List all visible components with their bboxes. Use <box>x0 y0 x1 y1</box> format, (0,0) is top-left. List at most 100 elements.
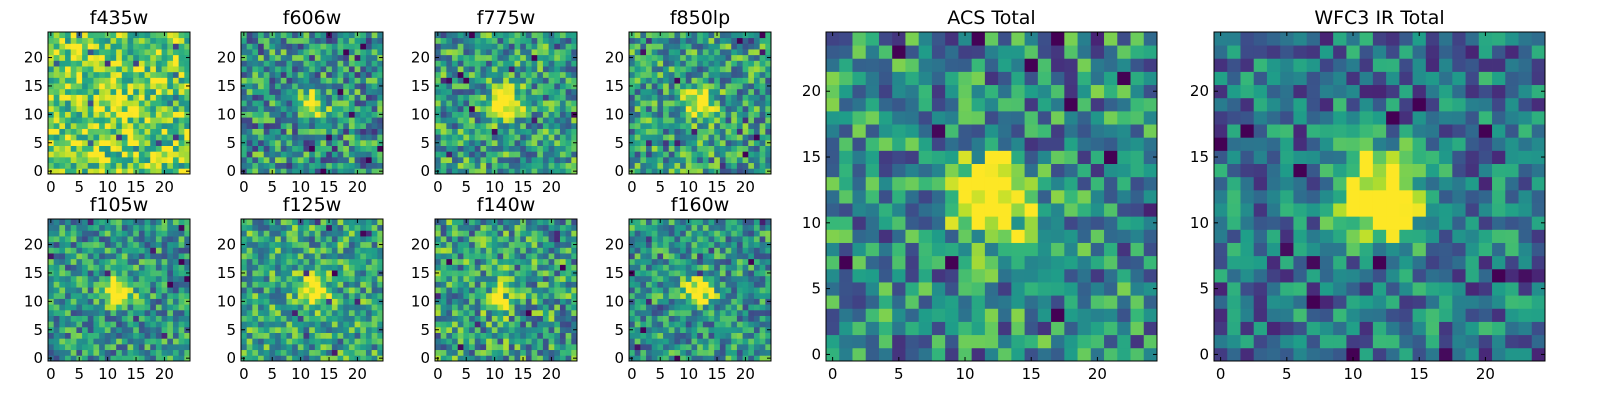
heatmap-cell <box>110 134 117 141</box>
heatmap-cell <box>314 151 321 158</box>
heatmap-cell <box>252 270 259 277</box>
heatmap-cell <box>70 275 77 282</box>
heatmap-cell <box>99 270 106 277</box>
heatmap-cell <box>104 83 111 90</box>
heatmap-cell <box>497 145 504 152</box>
heatmap-cell <box>520 241 527 248</box>
heatmap-cell <box>657 77 664 84</box>
heatmap-cell <box>144 287 151 294</box>
heatmap-cell <box>99 292 106 299</box>
heatmap-cell <box>435 156 442 164</box>
heatmap-cell <box>440 338 447 345</box>
heatmap-cell <box>360 151 367 158</box>
heatmap-cell <box>337 60 344 67</box>
heatmap-cell <box>753 281 761 288</box>
heatmap-cell <box>525 83 532 90</box>
heatmap-cell <box>331 105 338 112</box>
heatmap-cell <box>309 224 316 231</box>
heatmap-cell <box>275 258 282 265</box>
heatmap-cell <box>508 230 515 237</box>
heatmap-cell <box>144 321 151 328</box>
heatmap-cell <box>348 88 355 95</box>
heatmap-cell <box>446 151 453 158</box>
heatmap-cell <box>241 128 248 135</box>
heatmap-cell <box>275 219 282 226</box>
heatmap-cell <box>525 309 532 316</box>
heatmap-cell <box>646 292 653 299</box>
heatmap-cell <box>127 100 134 107</box>
heatmap-cell <box>559 298 567 305</box>
heatmap-cell <box>87 219 94 226</box>
heatmap-cell <box>331 134 338 141</box>
heatmap-cell <box>554 49 561 56</box>
heatmap-cell <box>360 326 367 333</box>
heatmap-cell <box>503 326 510 333</box>
heatmap-cell <box>144 332 151 339</box>
heatmap-cell <box>440 43 447 50</box>
heatmap-cell <box>497 287 504 294</box>
heatmap-cell <box>759 343 766 351</box>
heatmap-cell <box>474 162 481 169</box>
heatmap-cell <box>736 128 743 135</box>
heatmap-cell <box>542 321 549 328</box>
heatmap-cell <box>651 32 658 39</box>
heatmap-cell <box>348 111 355 118</box>
heatmap-cell <box>719 117 726 124</box>
heatmap-cell <box>457 321 464 328</box>
heatmap-cell <box>99 145 106 152</box>
heatmap-cell <box>87 139 94 146</box>
heatmap-cell <box>280 43 287 50</box>
heatmap-cell <box>708 315 715 322</box>
heatmap-cell <box>663 332 670 339</box>
heatmap-cell <box>65 315 72 322</box>
heatmap-cell <box>258 343 265 351</box>
heatmap-cell <box>65 66 72 73</box>
heatmap-cell <box>663 349 670 356</box>
heatmap-cell <box>571 287 578 294</box>
heatmap-cell <box>76 100 83 107</box>
heatmap-cell <box>680 162 687 169</box>
heatmap-cell <box>491 230 498 237</box>
heatmap-cell <box>155 338 162 345</box>
heatmap-cell <box>167 100 174 107</box>
heatmap-cell <box>275 83 282 90</box>
heatmap-cell <box>748 60 755 67</box>
x-tick-label: 20 <box>348 178 367 196</box>
heatmap-cell <box>714 71 721 78</box>
heatmap-cell <box>377 343 384 351</box>
heatmap-cell <box>343 37 350 44</box>
heatmap-cell <box>748 105 755 112</box>
heatmap-cell <box>537 349 544 356</box>
heatmap-cell <box>258 270 265 277</box>
heatmap-cell <box>508 253 515 260</box>
heatmap-cell <box>719 298 726 305</box>
heatmap-cell <box>104 258 111 265</box>
heatmap-cell <box>565 264 572 271</box>
heatmap-cell <box>531 264 538 271</box>
heatmap-cell <box>292 105 299 112</box>
heatmap-cell <box>82 156 89 164</box>
heatmap-cell <box>452 168 459 175</box>
heatmap-cell <box>525 88 532 95</box>
heatmap-cell <box>714 94 721 101</box>
heatmap-cell <box>435 349 442 356</box>
heatmap-cell <box>640 298 647 305</box>
heatmap-cell <box>343 281 350 288</box>
heatmap-cell <box>343 338 350 345</box>
heatmap-cell <box>138 134 145 141</box>
heatmap-cell <box>292 168 299 175</box>
heatmap-cell <box>144 43 151 50</box>
axes-frame <box>434 218 578 362</box>
heatmap-cell <box>452 230 459 237</box>
heatmap-cell <box>486 298 493 305</box>
heatmap-cell <box>548 37 555 44</box>
heatmap-cell <box>116 241 123 248</box>
heatmap-cell <box>759 83 766 90</box>
heatmap-cell <box>480 258 487 265</box>
heatmap-cell <box>286 292 293 299</box>
heatmap-cell <box>172 37 180 44</box>
heatmap-cell <box>497 139 504 146</box>
heatmap-cell <box>258 219 265 226</box>
heatmap-cell <box>343 253 350 260</box>
heatmap-cell <box>725 122 732 129</box>
